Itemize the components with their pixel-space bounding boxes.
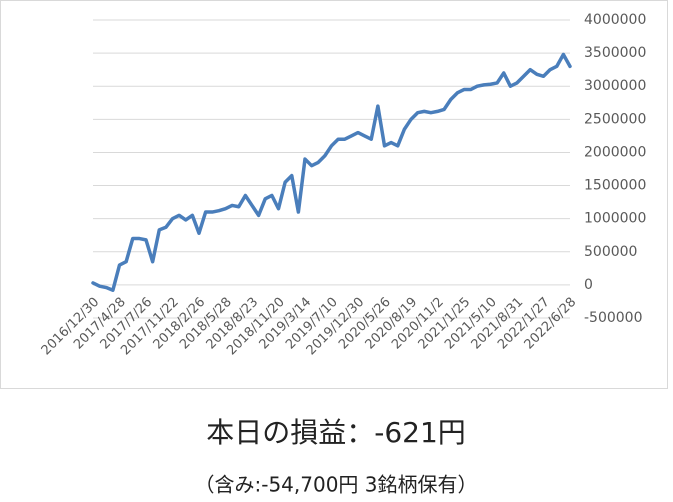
y-tick-label: 2000000 (584, 144, 646, 160)
y-tick-label: 4000000 (584, 12, 646, 28)
y-tick-label: -500000 (584, 310, 643, 326)
line-series (91, 52, 572, 292)
y-tick-label: 3000000 (584, 78, 646, 94)
y-tick-label: 1000000 (584, 211, 646, 227)
y-tick-label: 0 (584, 277, 593, 293)
holdings-detail: （含み:-54,700円 3銘柄保有） (194, 473, 477, 497)
y-tick-label: 3500000 (584, 45, 646, 61)
y-tick-label: 500000 (584, 244, 637, 260)
today-pl: 本日の損益：-621円 (206, 416, 466, 449)
y-tick-label: 2500000 (584, 111, 646, 127)
y-tick-label: 1500000 (584, 178, 646, 194)
